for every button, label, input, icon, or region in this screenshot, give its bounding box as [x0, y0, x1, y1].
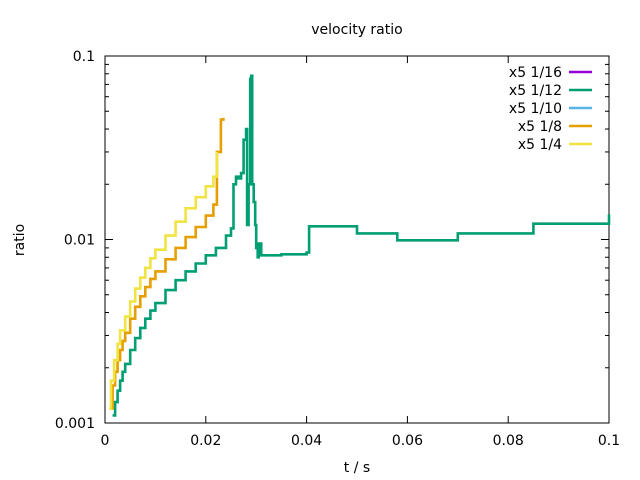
legend-label: x5 1/8	[518, 119, 562, 135]
x-tick-label: 0.08	[493, 433, 524, 449]
x-tick-label: 0.06	[392, 433, 423, 449]
x-axis-label: t / s	[344, 460, 370, 476]
y-tick-label: 0.01	[64, 233, 95, 249]
legend: x5 1/16 x5 1/12 x5 1/10 x5 1/8 x5 1/4	[509, 65, 592, 153]
x-tick-label: 0.1	[598, 433, 620, 449]
series-line-3	[110, 117, 225, 410]
y-axis-label: ratio	[12, 224, 28, 256]
legend-label: x5 1/4	[518, 137, 562, 153]
chart-title: velocity ratio	[311, 22, 402, 38]
series-line-1	[112, 74, 611, 417]
y-tick-label: 0.1	[73, 49, 95, 65]
series-lines	[109, 74, 611, 417]
y-tick-label: 0.001	[55, 416, 95, 432]
x-tick-label: 0.02	[190, 433, 221, 449]
x-tick-label: 0	[101, 433, 110, 449]
series-line-4	[109, 151, 219, 410]
legend-label: x5 1/16	[509, 65, 562, 81]
legend-label: x5 1/10	[509, 101, 562, 117]
legend-label: x5 1/12	[509, 83, 562, 99]
axis-ticks: 0 0.02 0.04 0.06 0.08 0.1 0.001 0.01 0.1	[55, 49, 620, 449]
x-tick-label: 0.04	[291, 433, 322, 449]
